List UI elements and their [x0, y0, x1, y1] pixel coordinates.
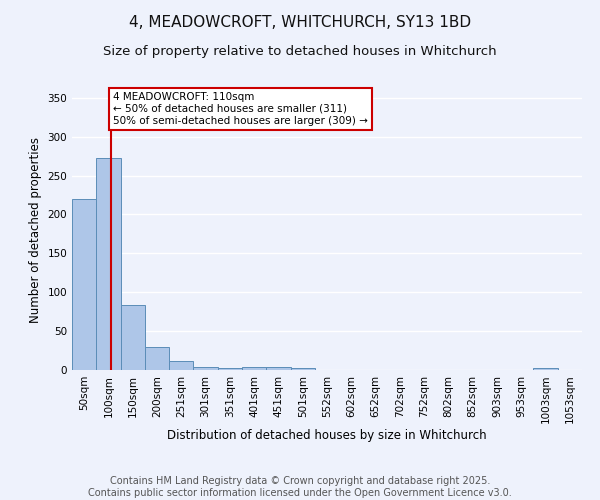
- Bar: [193, 367, 218, 370]
- Text: 4, MEADOWCROFT, WHITCHURCH, SY13 1BD: 4, MEADOWCROFT, WHITCHURCH, SY13 1BD: [129, 15, 471, 30]
- Bar: [169, 360, 193, 370]
- Bar: [266, 367, 290, 370]
- Bar: [96, 158, 121, 370]
- Bar: [145, 348, 169, 370]
- Bar: [72, 199, 96, 370]
- Bar: [290, 368, 315, 370]
- Bar: [242, 367, 266, 370]
- X-axis label: Distribution of detached houses by size in Whitchurch: Distribution of detached houses by size …: [167, 429, 487, 442]
- Bar: [218, 368, 242, 370]
- Bar: [121, 306, 145, 370]
- Text: 4 MEADOWCROFT: 110sqm
← 50% of detached houses are smaller (311)
50% of semi-det: 4 MEADOWCROFT: 110sqm ← 50% of detached …: [113, 92, 368, 126]
- Bar: [533, 368, 558, 370]
- Y-axis label: Number of detached properties: Number of detached properties: [29, 137, 42, 323]
- Text: Size of property relative to detached houses in Whitchurch: Size of property relative to detached ho…: [103, 45, 497, 58]
- Text: Contains HM Land Registry data © Crown copyright and database right 2025.
Contai: Contains HM Land Registry data © Crown c…: [88, 476, 512, 498]
